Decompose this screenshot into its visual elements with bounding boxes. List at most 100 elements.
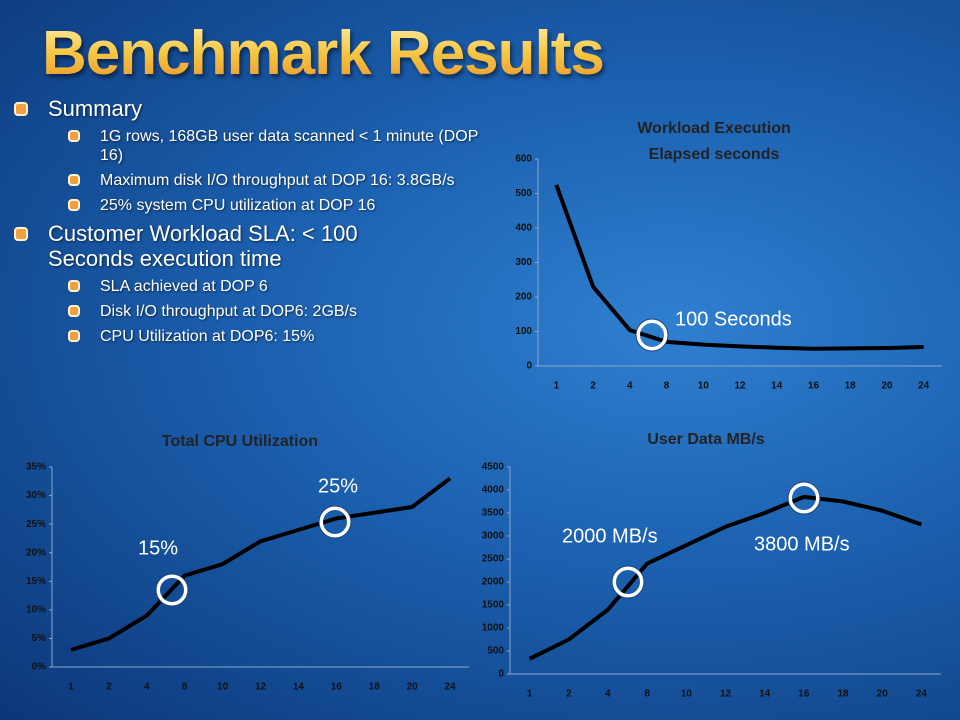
annotation: 15% [138,537,178,559]
x-tick-label: 12 [720,689,732,700]
x-tick-label: 10 [698,381,710,392]
sub-bullet: Disk I/O throughput at DOP6: 2GB/s [10,302,490,321]
x-tick-label: 18 [369,682,381,693]
annotation: 100 Seconds [675,308,792,330]
x-tick-label: 24 [916,689,928,700]
sub-bullet: SLA achieved at DOP 6 [10,277,490,296]
highlight-circle [156,574,188,606]
bullet-text: CPU Utilization at DOP6: 15% [100,328,315,345]
x-tick-label: 4 [627,381,633,392]
x-tick-label: 18 [837,689,849,700]
y-tick-label: 500 [487,646,504,657]
x-tick-label: 18 [845,381,857,392]
x-tick-label: 24 [918,381,930,392]
y-tick-label: 3000 [482,531,505,542]
x-tick-label: 4 [605,689,611,700]
y-tick-label: 10% [26,604,46,615]
x-tick-label: 2 [566,689,572,700]
bullet-text: Customer Workload SLA: < 100 Seconds exe… [48,221,358,271]
annotation: 3800 MB/s [754,533,850,555]
y-tick-label: 20% [26,547,46,558]
y-tick-label: 5% [32,633,47,644]
x-tick-label: 2 [590,381,596,392]
bullet-list: Summary 1G rows, 168GB user data scanned … [10,96,500,352]
data-line [528,494,923,661]
y-tick-label: 30% [26,490,46,501]
annotation: 2000 MB/s [562,525,658,547]
highlight-circle-outline [155,573,189,607]
y-tick-label: 200 [515,292,532,303]
highlight-circle-outline [787,481,821,515]
highlight-circle [319,506,351,538]
x-tick-label: 8 [664,381,670,392]
x-tick-label: 2 [106,682,112,693]
bullet-icon [14,227,28,241]
annotation: 25% [318,475,358,497]
bullet-text: Maximum disk I/O throughput at DOP 16: 3… [100,172,455,189]
y-tick-label: 1000 [482,623,505,634]
y-tick-label: 100 [515,326,532,337]
highlight-circle-outline [635,318,669,352]
x-tick-label: 24 [444,682,456,693]
x-tick-label: 10 [217,682,229,693]
y-tick-label: 300 [515,257,532,268]
chart-title: Total CPU Utilization [162,433,318,450]
y-tick-label: 3500 [482,508,505,519]
x-tick-label: 16 [798,689,810,700]
y-tick-label: 0 [526,361,532,372]
x-tick-label: 14 [771,381,783,392]
highlight-circle-outline [611,565,645,599]
sub-bullet: 1G rows, 168GB user data scanned < 1 min… [10,127,490,165]
x-tick-label: 12 [255,682,267,693]
x-tick-label: 20 [881,381,893,392]
y-tick-label: 0 [498,669,504,680]
highlight-circle [636,319,668,351]
bullet-text: Summary [48,96,143,121]
bullet-icon [68,280,80,292]
highlight-circle-outline [318,505,352,539]
x-tick-label: 16 [808,381,820,392]
sub-bullet: Maximum disk I/O throughput at DOP 16: 3… [10,171,490,190]
y-tick-label: 1500 [482,600,505,611]
x-tick-label: 16 [331,682,343,693]
data-line [554,184,924,351]
bullet-icon [68,305,80,317]
chart-title: Workload Execution [637,120,791,137]
x-tick-label: 10 [681,689,693,700]
sub-bullet: 25% system CPU utilization at DOP 16 [10,196,490,215]
x-tick-label: 20 [407,682,419,693]
x-tick-label: 14 [759,689,771,700]
chart-subtitle: Elapsed seconds [649,146,780,163]
bullet-icon [68,174,80,186]
x-tick-label: 14 [293,682,305,693]
y-tick-label: 500 [515,188,532,199]
sub-bullet: CPU Utilization at DOP6: 15% [10,327,490,346]
x-tick-label: 4 [144,682,150,693]
x-tick-label: 20 [877,689,889,700]
x-tick-label: 8 [644,689,650,700]
y-tick-label: 2000 [482,577,505,588]
bullet: Customer Workload SLA: < 100 Seconds exe… [10,221,448,271]
bullet-icon [68,199,80,211]
y-tick-label: 25% [26,519,46,530]
y-tick-label: 15% [26,576,46,587]
y-tick-label: 400 [515,223,532,234]
highlight-circle [788,482,820,514]
data-line [70,476,452,652]
y-tick-label: 2500 [482,554,505,565]
x-tick-label: 1 [554,381,560,392]
bullet: Summary [10,96,448,121]
chart-title: User Data MB/s [647,431,764,448]
bullet-icon [68,330,80,342]
y-tick-label: 0% [32,662,47,673]
bullet-text: SLA achieved at DOP 6 [100,278,268,295]
bullet-text: 1G rows, 168GB user data scanned < 1 min… [100,128,479,164]
y-tick-label: 35% [26,462,46,473]
y-tick-label: 4500 [482,462,505,473]
x-tick-label: 1 [68,682,74,693]
bullet-text: Disk I/O throughput at DOP6: 2GB/s [100,303,357,320]
bullet-icon [14,102,28,116]
bullet-text: 25% system CPU utilization at DOP 16 [100,197,376,214]
